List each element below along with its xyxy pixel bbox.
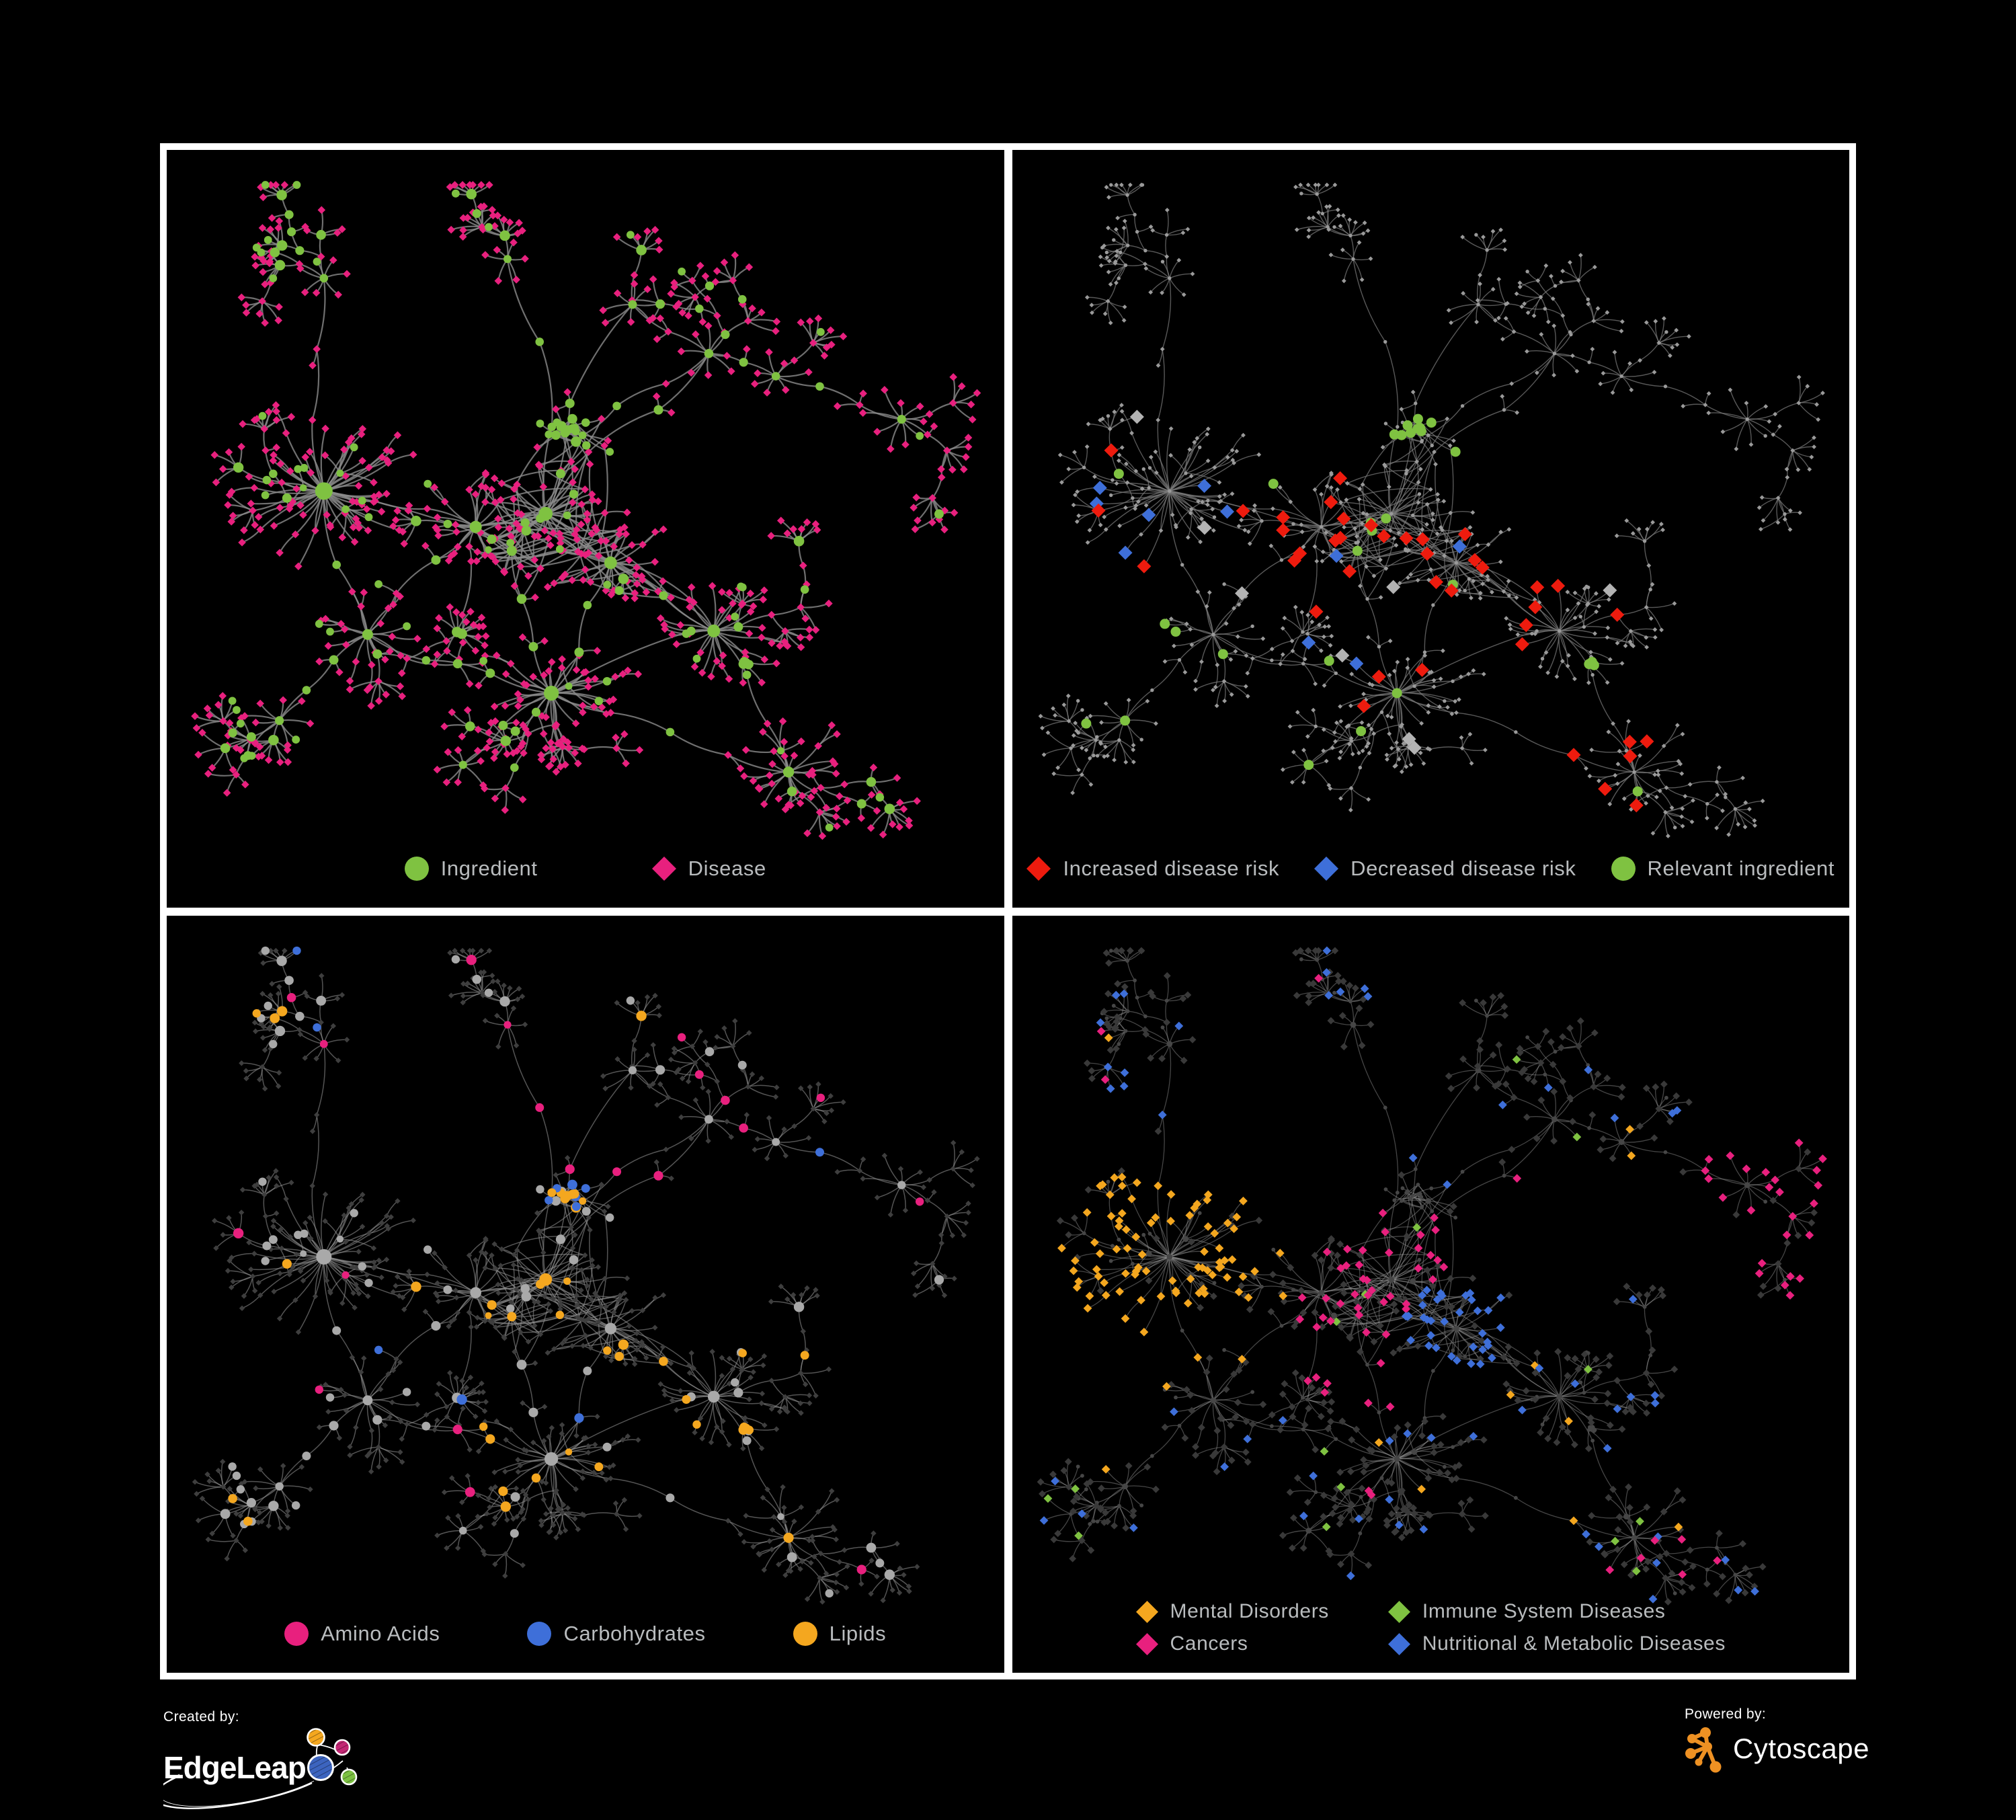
network-disease-risk bbox=[1038, 182, 1825, 838]
legend-disease-risk: Increased disease risk Decreased disease … bbox=[1012, 856, 1850, 881]
legend-item: Relevant ingredient bbox=[1611, 856, 1835, 881]
powered-brand: Cytoscape bbox=[1733, 1733, 1869, 1764]
cytoscape-icon bbox=[1685, 1727, 1722, 1773]
legend-item-label: Ingredient bbox=[440, 856, 538, 880]
legend-marker-diamond-icon bbox=[1387, 1632, 1410, 1655]
legend-marker-diamond-icon bbox=[651, 856, 676, 881]
powered-by-block: Powered by: Cytoscape bbox=[1685, 1706, 1869, 1775]
created-by-block: Created by: EdgeLeap bbox=[153, 1709, 365, 1816]
legend-item-label: Relevant ingredient bbox=[1647, 856, 1835, 880]
legend-marker-diamond-icon bbox=[1387, 1600, 1410, 1623]
legend-item-label: Carbohydrates bbox=[563, 1622, 706, 1645]
legend-ingredient-classes: Amino Acids Carbohydrates Lipids bbox=[167, 1622, 1004, 1646]
panel-ingredient-disease: Ingredient Disease bbox=[167, 150, 1004, 908]
legend-item-label: Nutritional & Metabolic Diseases bbox=[1422, 1632, 1726, 1655]
network-ingredient-classes bbox=[192, 946, 980, 1605]
legend-marker-diamond-icon bbox=[1135, 1600, 1158, 1623]
legend-marker-circle-icon bbox=[527, 1622, 552, 1646]
legend-item-label: Increased disease risk bbox=[1063, 856, 1280, 880]
legend-disease-classes: Mental Disorders Immune System Diseases Ca… bbox=[1135, 1600, 1726, 1655]
legend-item: Lipids bbox=[793, 1622, 887, 1646]
panel-ingredient-classes: Amino Acids Carbohydrates Lipids bbox=[167, 915, 1004, 1673]
legend-ingredient-disease: Ingredient Disease bbox=[167, 856, 1004, 881]
legend-item: Immune System Diseases bbox=[1387, 1600, 1726, 1623]
legend-item-label: Cancers bbox=[1170, 1632, 1248, 1655]
svg-text:EdgeLeap: EdgeLeap bbox=[163, 1750, 306, 1785]
legend-marker-diamond-icon bbox=[1026, 856, 1051, 881]
legend-item: Increased disease risk bbox=[1026, 856, 1280, 881]
legend-marker-circle-icon bbox=[284, 1622, 309, 1646]
legend-item-label: Decreased disease risk bbox=[1350, 856, 1576, 880]
powered-by-label: Powered by: bbox=[1685, 1706, 1767, 1722]
legend-row: Ingredient Disease bbox=[348, 856, 823, 881]
network-ingredient-disease bbox=[191, 181, 981, 840]
legend-item-label: Disease bbox=[688, 856, 766, 880]
created-by-label: Created by: bbox=[163, 1709, 239, 1725]
legend-row: Amino Acids Carbohydrates Lipids bbox=[241, 1622, 930, 1646]
legend-marker-circle-icon bbox=[793, 1622, 817, 1646]
legend-marker-circle-icon bbox=[1611, 856, 1636, 881]
legend-item: Disease bbox=[651, 856, 766, 881]
panel-disease-risk: Increased disease risk Decreased disease … bbox=[1012, 150, 1850, 908]
legend-item: Amino Acids bbox=[284, 1622, 440, 1646]
legend-marker-diamond-icon bbox=[1135, 1632, 1158, 1655]
edgeleap-logo: EdgeLeap bbox=[153, 1728, 358, 1809]
legend-item-label: Mental Disorders bbox=[1170, 1600, 1329, 1622]
legend-marker-circle-icon bbox=[404, 856, 429, 881]
legend-item-label: Lipids bbox=[829, 1622, 887, 1645]
legend-row: Increased disease risk Decreased disease … bbox=[1012, 856, 1850, 881]
legend-item-label: Immune System Diseases bbox=[1422, 1600, 1666, 1622]
legend-item: Ingredient bbox=[404, 856, 538, 881]
figure-frame: Ingredient Disease Increased disease risk… bbox=[160, 143, 1856, 1679]
legend-item: Cancers bbox=[1135, 1632, 1329, 1655]
footer: Created by: EdgeLeap Powered by: Cytosca… bbox=[0, 1679, 2016, 1820]
network-disease-classes bbox=[1037, 946, 1827, 1606]
legend-item: Carbohydrates bbox=[527, 1622, 705, 1646]
legend-item: Mental Disorders bbox=[1135, 1600, 1329, 1623]
legend-marker-diamond-icon bbox=[1314, 856, 1339, 881]
legend-item-label: Amino Acids bbox=[321, 1622, 440, 1645]
legend-item: Decreased disease risk bbox=[1314, 856, 1576, 881]
panel-disease-classes: Mental Disorders Immune System Diseases Ca… bbox=[1012, 915, 1849, 1673]
legend-item: Nutritional & Metabolic Diseases bbox=[1387, 1632, 1726, 1655]
